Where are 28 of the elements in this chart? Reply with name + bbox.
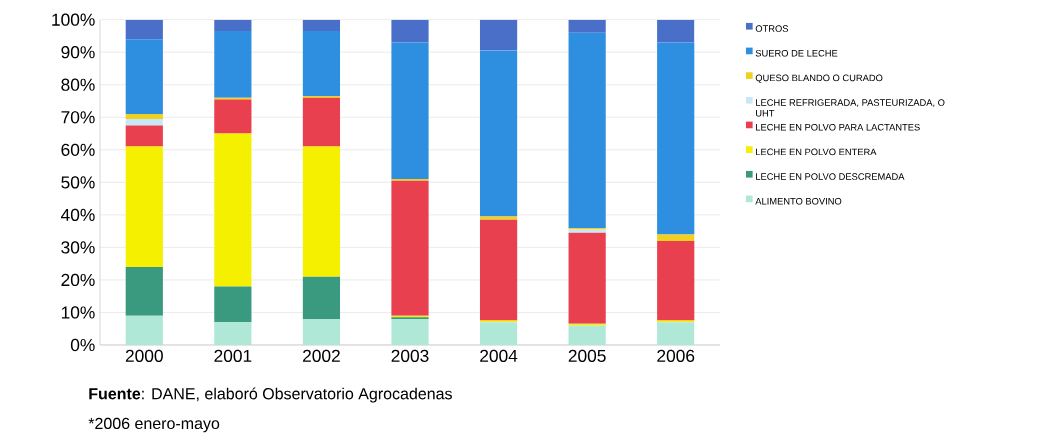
x-tick-label: 2004 (480, 349, 518, 362)
y-tick-label: 80% (61, 78, 95, 91)
y-tick-label: 70% (61, 111, 95, 124)
x-tick-label: 2002 (303, 349, 340, 362)
legend-label: SUERO DE LECHE (755, 49, 838, 57)
legend-label: OTROS (755, 25, 789, 32)
y-tick-label: 40% (61, 208, 95, 221)
y-tick-label: 60% (61, 143, 95, 156)
x-tick-label: 2001 (214, 349, 252, 362)
y-tick-label: 10% (61, 306, 95, 319)
y-tick-label: 90% (61, 46, 95, 59)
text: *2006 enero-mayo (88, 417, 220, 433)
legend-label: LECHE REFRIGERADA, PASTEURIZADA, O UHT (756, 99, 945, 117)
legend-label: QUESO BLANDO O CURADO (755, 74, 883, 83)
y-tick-label: 20% (61, 273, 95, 287)
y-tick-label: 50% (61, 176, 95, 189)
legend-label: LECHE EN POLVO PARA LACTANTES (756, 123, 920, 131)
legend-label: LECHE EN POLVO ENTERA (756, 148, 877, 156)
legend-label: LECHE EN POLVO DESCREMADA (756, 173, 905, 180)
text: Fuente: DANE, elaboró Observatorio Agrocadenas (89, 387, 452, 403)
x-tick-label: 2006 (657, 349, 695, 362)
legend-label: ALIMENTO BOVINO (755, 197, 842, 205)
x-tick-label: 2005 (568, 349, 606, 362)
x-tick-label: 2000 (125, 349, 163, 362)
x-tick-label: 2003 (391, 349, 429, 362)
y-tick-label: 0% (70, 338, 95, 352)
y-tick-label: 100% (52, 13, 95, 26)
y-tick-label: 30% (61, 241, 95, 254)
